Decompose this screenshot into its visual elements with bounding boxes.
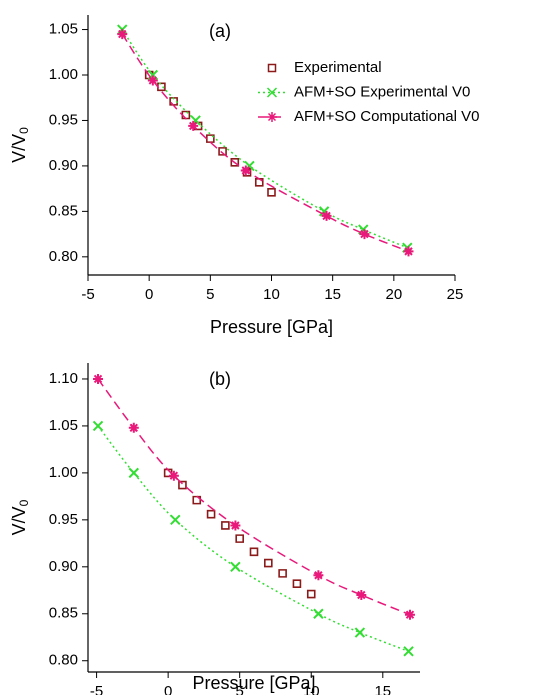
- x-tick-label: 0: [164, 683, 172, 695]
- marker: [403, 646, 414, 657]
- legend-label: AFM+SO Computational V0: [294, 108, 480, 125]
- marker: [404, 609, 415, 620]
- marker: [230, 561, 241, 573]
- marker: [292, 579, 302, 589]
- marker: [278, 569, 287, 578]
- panel-label: (b): [209, 369, 231, 389]
- x-tick-label: 5: [236, 683, 244, 695]
- marker: [354, 627, 366, 638]
- marker: [313, 608, 324, 619]
- y-tick-label: 0.80: [49, 248, 78, 265]
- marker: [169, 97, 178, 106]
- y-tick-label: 0.90: [49, 558, 78, 575]
- series-line: [97, 378, 411, 616]
- marker: [235, 534, 244, 543]
- marker: [240, 165, 251, 176]
- marker: [92, 420, 104, 432]
- y-tick-label: 0.80: [49, 652, 78, 669]
- marker: [117, 29, 128, 40]
- y-tick-label: 1.05: [49, 21, 78, 38]
- marker: [93, 373, 104, 384]
- x-tick-label: 5: [206, 286, 214, 303]
- x-tick-label: 10: [263, 286, 280, 303]
- y-axis-label: V/V0: [9, 499, 31, 535]
- marker: [403, 246, 414, 257]
- x-tick-label: -5: [90, 683, 103, 695]
- y-axis-label-main: V/V: [9, 134, 29, 163]
- y-axis-label-sub: 0: [17, 127, 31, 134]
- y-axis-label: V/V0: [9, 127, 31, 163]
- y-tick-label: 1.10: [49, 370, 78, 387]
- marker: [168, 470, 179, 481]
- marker: [170, 514, 181, 526]
- marker: [128, 467, 140, 479]
- y-tick-label: 0.85: [49, 605, 78, 622]
- y-tick-label: 1.00: [49, 464, 78, 481]
- y-tick-label: 1.00: [49, 66, 78, 83]
- marker: [254, 177, 264, 187]
- x-tick-label: 10: [303, 683, 320, 695]
- marker: [157, 82, 166, 92]
- x-tick-label: 25: [447, 286, 464, 303]
- legend-label: Experimental: [294, 59, 382, 76]
- marker: [249, 547, 259, 557]
- y-tick-label: 0.95: [49, 511, 78, 528]
- marker: [230, 520, 241, 531]
- marker: [321, 210, 332, 221]
- marker: [306, 589, 316, 599]
- y-tick-label: 0.95: [49, 111, 78, 128]
- legend-marker: [267, 63, 277, 73]
- series-line: [97, 425, 409, 653]
- x-tick-label: 20: [385, 286, 402, 303]
- legend-label: AFM+SO Experimental V0: [294, 83, 470, 100]
- x-tick-label: 0: [145, 286, 153, 303]
- marker: [267, 187, 276, 197]
- legend-marker: [267, 112, 277, 122]
- y-tick-label: 1.05: [49, 417, 78, 434]
- y-tick-label: 0.85: [49, 202, 78, 219]
- marker: [206, 134, 215, 143]
- x-axis-label: Pressure [GPa]: [210, 317, 333, 337]
- y-tick-label: 0.90: [49, 157, 78, 174]
- x-tick-label: 15: [324, 286, 341, 303]
- x-tick-label: 15: [374, 683, 391, 695]
- marker: [356, 589, 367, 600]
- marker: [206, 509, 216, 519]
- marker: [221, 521, 230, 530]
- marker: [128, 422, 139, 433]
- y-axis-label-main: V/V: [9, 506, 29, 535]
- y-axis-label-sub: 0: [17, 499, 31, 506]
- marker: [359, 229, 370, 240]
- marker: [188, 120, 199, 131]
- legend-marker: [266, 87, 278, 98]
- marker: [313, 570, 324, 581]
- marker: [147, 75, 158, 86]
- marker: [264, 558, 273, 568]
- marker: [178, 480, 187, 490]
- x-axis-label: Pressure [GPa]: [192, 673, 315, 693]
- marker: [218, 147, 227, 156]
- panel-label: (a): [209, 21, 231, 41]
- x-tick-label: -5: [81, 286, 94, 303]
